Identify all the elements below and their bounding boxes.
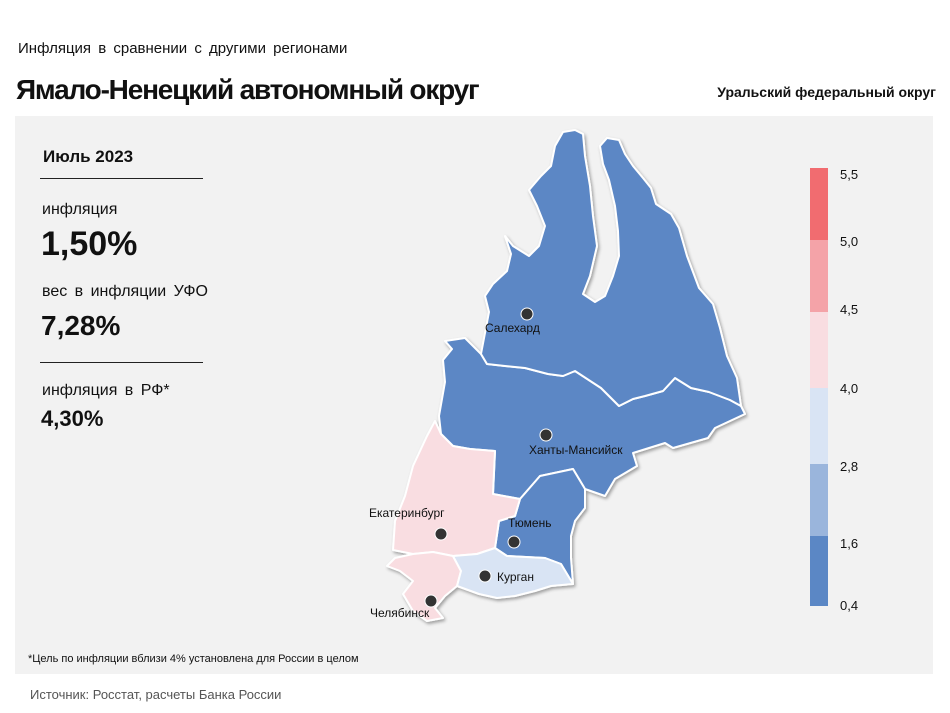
footnote: *Цель по инфляции вблизи 4% установлена … bbox=[28, 653, 359, 665]
legend-tick-label: 2,8 bbox=[840, 459, 859, 474]
inflation-label: инфляция bbox=[42, 201, 118, 218]
rf-inflation-value: 4,30% bbox=[41, 406, 104, 431]
city-marker-icon bbox=[507, 535, 521, 549]
city-marker-icon bbox=[478, 569, 492, 583]
weight-value: 7,28% bbox=[41, 310, 121, 341]
legend-segment bbox=[810, 536, 828, 606]
period-label: Июль 2023 bbox=[43, 147, 134, 166]
city-ekaterinburg: Екатеринбург bbox=[369, 506, 448, 541]
city-chelyabinsk: Челябинск bbox=[370, 594, 438, 620]
source-note: Источник: Росстат, расчеты Банка России bbox=[30, 687, 282, 702]
legend-segment bbox=[810, 240, 828, 312]
legend-segment bbox=[810, 464, 828, 536]
inflation-value: 1,50% bbox=[41, 225, 138, 263]
page-subtitle: Инфляция в сравнении с другими регионами bbox=[18, 40, 348, 57]
city-label: Тюмень bbox=[508, 516, 551, 530]
legend-tick-label: 5,0 bbox=[840, 234, 859, 249]
divider bbox=[40, 362, 203, 363]
city-marker-icon bbox=[424, 594, 438, 608]
legend-tick-label: 4,0 bbox=[840, 381, 859, 396]
city-tyumen: Тюмень bbox=[507, 516, 551, 549]
city-label: Екатеринбург bbox=[369, 506, 445, 520]
region-kurgan bbox=[452, 547, 574, 599]
legend-tick-label: 0,4 bbox=[840, 598, 859, 613]
city-marker-icon bbox=[539, 428, 553, 442]
divider bbox=[40, 178, 203, 179]
legend-tick-label: 4,5 bbox=[840, 302, 859, 317]
legend-segment bbox=[810, 388, 828, 464]
weight-label: вес в инфляции УФО bbox=[42, 283, 208, 300]
city-label: Курган bbox=[497, 570, 534, 584]
city-khanty-mansiysk: Ханты-Мансийск bbox=[529, 428, 623, 457]
city-marker-icon bbox=[520, 307, 534, 321]
city-marker-icon bbox=[434, 527, 448, 541]
rf-inflation-label: инфляция в РФ* bbox=[42, 382, 170, 399]
region-map: Салехард Ханты-Мансийск Екатеринбург Тюм… bbox=[369, 129, 746, 622]
legend-segment bbox=[810, 168, 828, 240]
region-yamalo-nenets bbox=[480, 129, 742, 407]
city-salekhard: Салехард bbox=[485, 307, 540, 335]
legend-segment bbox=[810, 312, 828, 388]
legend-tick-label: 1,6 bbox=[840, 536, 859, 551]
city-kurgan: Курган bbox=[478, 569, 534, 584]
page-title: Ямало-Ненецкий автономный округ bbox=[16, 74, 480, 105]
district-name: Уральский федеральный округ bbox=[717, 84, 936, 100]
city-label: Челябинск bbox=[370, 606, 430, 620]
city-label: Ханты-Мансийск bbox=[529, 443, 623, 457]
legend-tick-label: 5,5 bbox=[840, 167, 859, 182]
content-panel: Июль 2023 инфляция 1,50% вес в инфляции … bbox=[15, 116, 933, 674]
city-label: Салехард bbox=[485, 321, 540, 335]
